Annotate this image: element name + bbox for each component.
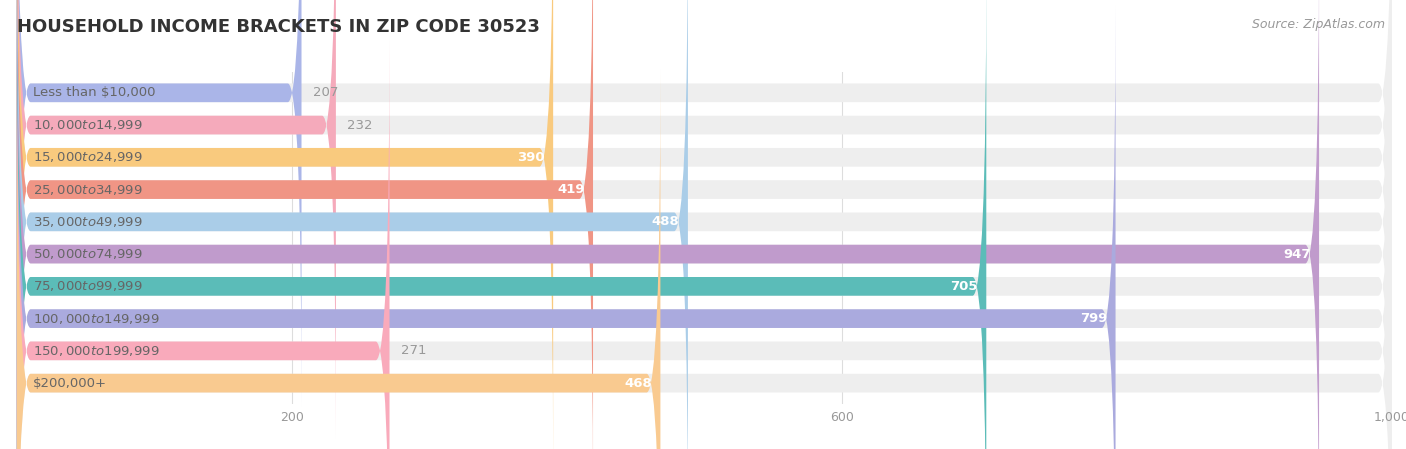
FancyBboxPatch shape: [17, 0, 1392, 449]
FancyBboxPatch shape: [17, 5, 1115, 449]
Text: $75,000 to $99,999: $75,000 to $99,999: [34, 279, 143, 293]
Text: 390: 390: [517, 151, 546, 164]
Text: $100,000 to $149,999: $100,000 to $149,999: [34, 312, 160, 326]
FancyBboxPatch shape: [17, 0, 1319, 449]
Text: $25,000 to $34,999: $25,000 to $34,999: [34, 183, 143, 197]
FancyBboxPatch shape: [17, 0, 336, 438]
Text: $150,000 to $199,999: $150,000 to $199,999: [34, 344, 160, 358]
FancyBboxPatch shape: [17, 0, 986, 449]
Text: Source: ZipAtlas.com: Source: ZipAtlas.com: [1251, 18, 1385, 31]
Text: 232: 232: [347, 119, 373, 132]
Text: 468: 468: [624, 377, 652, 390]
FancyBboxPatch shape: [17, 70, 1392, 449]
FancyBboxPatch shape: [17, 0, 301, 406]
FancyBboxPatch shape: [17, 0, 1392, 449]
FancyBboxPatch shape: [17, 5, 1392, 449]
FancyBboxPatch shape: [17, 38, 389, 449]
Text: 488: 488: [652, 216, 679, 229]
FancyBboxPatch shape: [17, 0, 593, 449]
FancyBboxPatch shape: [17, 0, 1392, 406]
FancyBboxPatch shape: [17, 38, 1392, 449]
FancyBboxPatch shape: [17, 0, 1392, 449]
Text: 799: 799: [1080, 312, 1108, 325]
Text: 705: 705: [950, 280, 979, 293]
Text: 947: 947: [1284, 247, 1310, 260]
Text: $10,000 to $14,999: $10,000 to $14,999: [34, 118, 143, 132]
Text: 207: 207: [312, 86, 337, 99]
Text: $50,000 to $74,999: $50,000 to $74,999: [34, 247, 143, 261]
FancyBboxPatch shape: [17, 70, 661, 449]
Text: $15,000 to $24,999: $15,000 to $24,999: [34, 150, 143, 164]
FancyBboxPatch shape: [17, 0, 1392, 449]
FancyBboxPatch shape: [17, 0, 553, 449]
FancyBboxPatch shape: [17, 0, 1392, 438]
FancyBboxPatch shape: [17, 0, 688, 449]
Text: Less than $10,000: Less than $10,000: [34, 86, 156, 99]
Text: 419: 419: [557, 183, 585, 196]
Text: HOUSEHOLD INCOME BRACKETS IN ZIP CODE 30523: HOUSEHOLD INCOME BRACKETS IN ZIP CODE 30…: [17, 18, 540, 36]
Text: $35,000 to $49,999: $35,000 to $49,999: [34, 215, 143, 229]
Text: 271: 271: [401, 344, 426, 357]
Text: $200,000+: $200,000+: [34, 377, 107, 390]
FancyBboxPatch shape: [17, 0, 1392, 449]
